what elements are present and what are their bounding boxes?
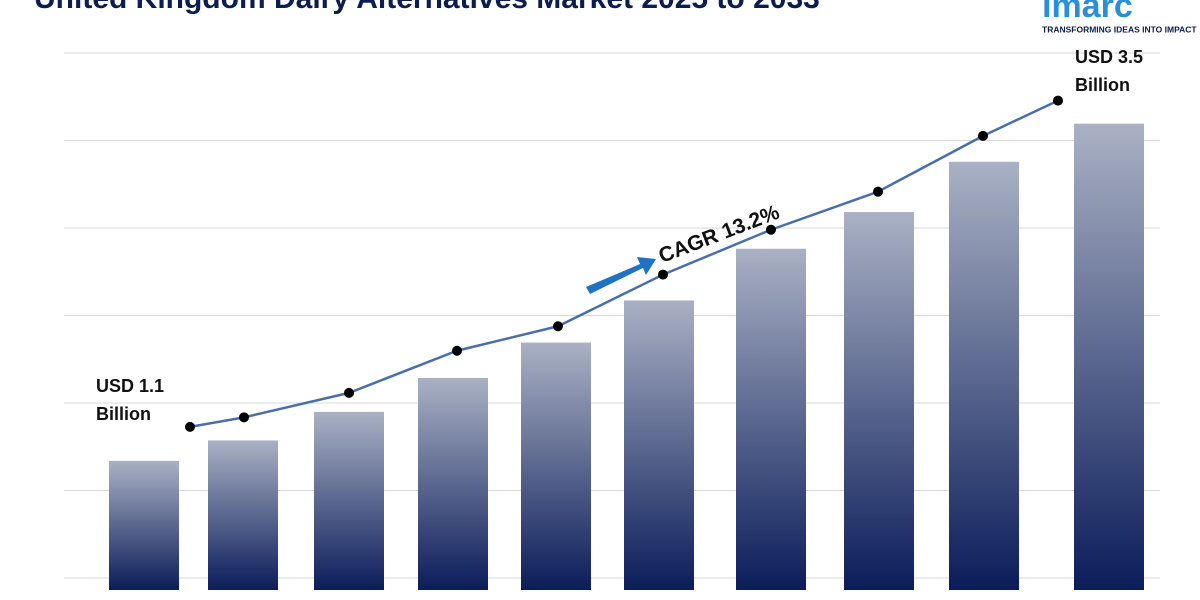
bar [314, 411, 384, 590]
bar [1074, 123, 1144, 591]
bar [109, 460, 179, 590]
trend-point [873, 186, 883, 197]
trend-point [553, 321, 563, 332]
brand-tagline: TRANSFORMING IDEAS INTO IMPACT [1042, 24, 1197, 34]
start-label: Billion [96, 404, 151, 424]
bar [736, 248, 806, 590]
bar [844, 212, 914, 590]
cagr-arrow [586, 257, 656, 294]
trend-point [344, 387, 354, 398]
trend-line [189, 99, 1059, 429]
brand-logo: imarc [1042, 0, 1133, 25]
trend-point [978, 130, 988, 141]
bar [208, 440, 278, 590]
trend-point [658, 269, 668, 280]
end-label: Billion [1075, 75, 1130, 95]
bar [521, 342, 591, 590]
trend-point [239, 412, 249, 423]
bar [418, 377, 488, 590]
bar [624, 300, 694, 590]
bars [109, 123, 1144, 591]
bar [949, 161, 1019, 590]
start-label: USD 1.1 [96, 376, 164, 396]
trend-point [766, 224, 776, 235]
chart-title: United Kingdom Dairy Alternatives Market… [34, 0, 820, 15]
trend-point [452, 345, 462, 356]
end-label: USD 3.5 [1075, 47, 1143, 67]
trend-point [1053, 95, 1063, 106]
trend-point [185, 421, 195, 432]
trend [185, 95, 1063, 432]
